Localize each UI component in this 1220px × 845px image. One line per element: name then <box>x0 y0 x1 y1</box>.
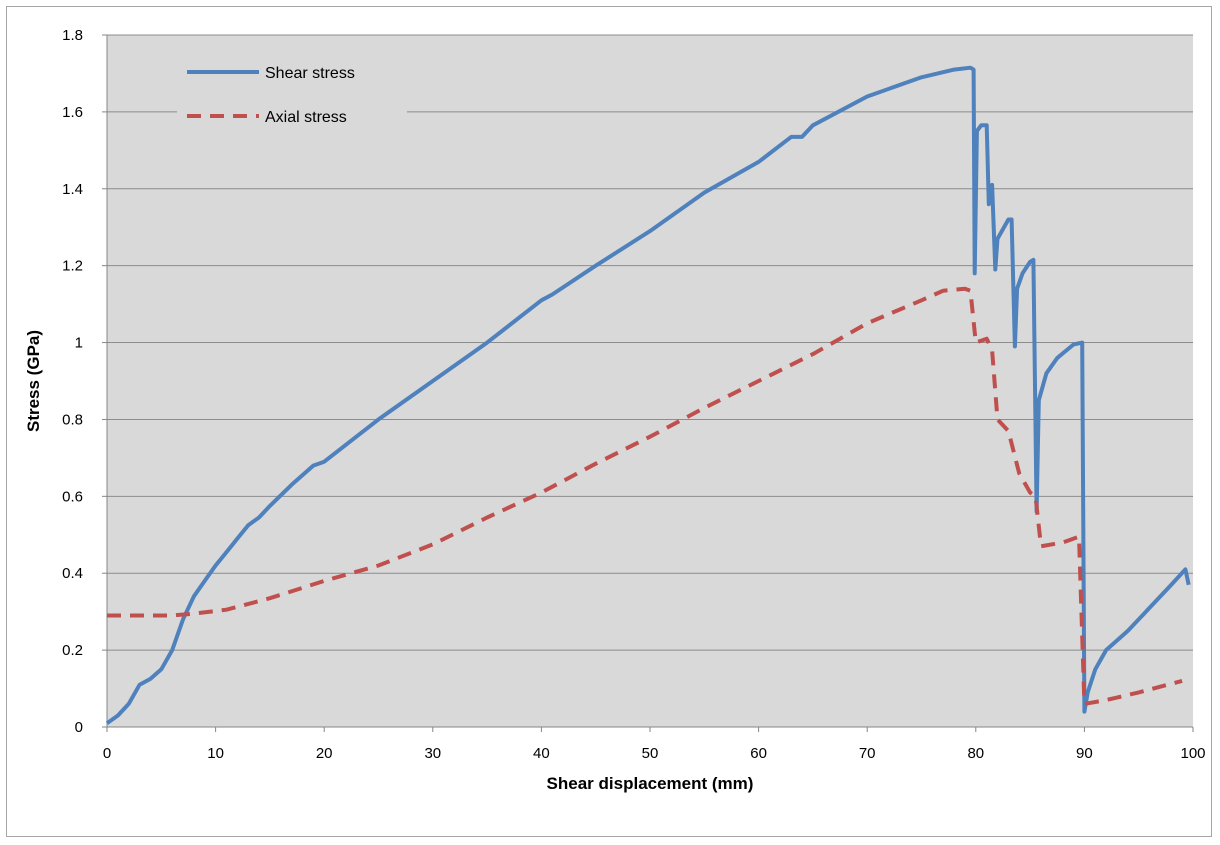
gridlines <box>107 34 1193 651</box>
y-tick-label: 0.6 <box>62 488 83 505</box>
y-axis-title: Stress (GPa) <box>24 330 43 432</box>
plot-area <box>107 35 1193 727</box>
y-tick-label: 1.2 <box>62 258 83 275</box>
x-axis-ticks: 0 10 20 30 40 50 60 70 80 90 100 <box>103 727 1206 762</box>
legend-box <box>177 55 407 133</box>
x-tick-label: 0 <box>103 745 111 762</box>
y-tick-label: 1 <box>75 335 83 352</box>
series-lines <box>105 65 1191 725</box>
x-tick-label: 30 <box>424 745 441 762</box>
x-tick-label: 60 <box>750 745 767 762</box>
x-tick-label: 40 <box>533 745 550 762</box>
y-tick-label: 0.8 <box>62 411 83 428</box>
y-tick-label: 0.4 <box>62 565 83 582</box>
y-tick-label: 1.8 <box>62 27 83 44</box>
series-line-shear-stress <box>105 65 1191 725</box>
x-tick-label: 70 <box>859 745 876 762</box>
x-tick-label: 20 <box>316 745 333 762</box>
y-tick-label: 0 <box>75 719 83 736</box>
x-tick-label: 80 <box>967 745 984 762</box>
line-chart: 0 0.2 0.4 0.6 0.8 1 1.2 1.4 1.6 1.8 0 10 20 30 40 50 60… <box>24 27 1206 793</box>
x-tick-label: 90 <box>1076 745 1093 762</box>
y-tick-label: 1.4 <box>62 181 83 198</box>
x-tick-label: 10 <box>207 745 224 762</box>
y-axis-ticks: 0 0.2 0.4 0.6 0.8 1 1.2 1.4 1.6 1.8 <box>62 27 107 736</box>
chart-frame: 0 0.2 0.4 0.6 0.8 1 1.2 1.4 1.6 1.8 0 10 20 30 40 50 60… <box>6 6 1212 837</box>
x-axis-title: Shear displacement (mm) <box>547 774 754 793</box>
legend-label: Shear stress <box>265 65 355 82</box>
legend-label: Axial stress <box>265 109 347 126</box>
legend: Shear stress Axial stress <box>177 55 407 133</box>
x-tick-label: 100 <box>1180 745 1205 762</box>
y-tick-label: 0.2 <box>62 642 83 659</box>
x-tick-label: 50 <box>642 745 659 762</box>
series-line-axial-stress <box>107 286 1183 706</box>
y-tick-label: 1.6 <box>62 104 83 121</box>
